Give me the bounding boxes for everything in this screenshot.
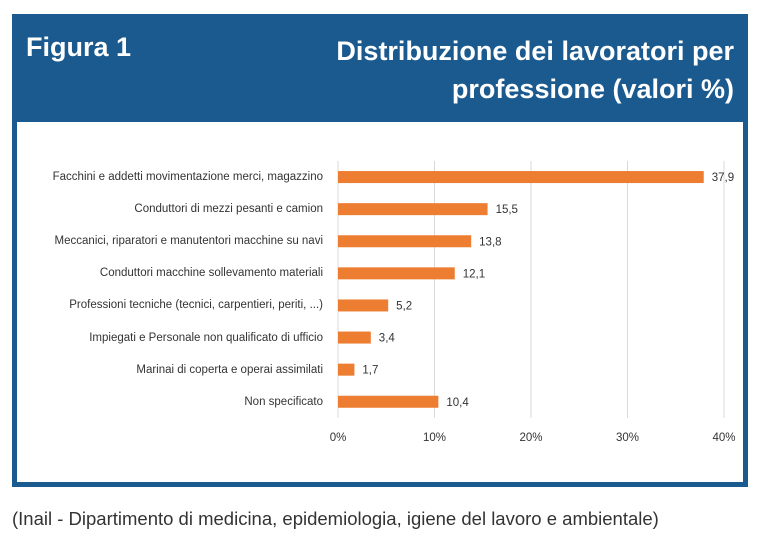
value-label: 3,4 [379,333,396,345]
source: (Inail - Dipartimento di medicina, epide… [12,508,659,529]
bar [338,331,371,344]
value-label: 13,8 [479,236,501,248]
value-label: 5,2 [396,300,412,312]
bar [338,203,488,216]
bar [338,395,439,408]
bar [338,267,455,280]
value-label: 1,7 [362,365,378,377]
category-label: Non specificato [244,395,323,408]
category-label: Facchini e addetti movimentazione merci,… [52,171,323,184]
bar [338,299,389,312]
value-label: 10,4 [446,397,469,409]
x-tick-label: 40% [712,432,735,444]
figure-label: Figura 1 [26,32,132,62]
bar [338,363,355,376]
value-label: 15,5 [496,204,518,216]
category-label: Conduttori di mezzi pesanti e camion [134,203,323,216]
x-tick-label: 30% [616,432,639,444]
value-label: 12,1 [463,268,485,280]
category-label: Meccanici, riparatori e manutentori macc… [54,235,323,248]
x-tick-label: 10% [423,432,446,444]
category-label: Marinai di coperta e operai assimilati [136,363,323,376]
x-tick-label: 20% [519,432,542,444]
bar [338,171,704,184]
category-label: Impiegati e Personale non qualificato di… [89,331,323,344]
category-label: Professioni tecniche (tecnici, carpentie… [69,299,323,312]
value-label: 37,9 [712,172,734,184]
category-label: Conduttori macchine sollevamento materia… [99,267,323,280]
bar [338,235,472,248]
x-tick-label: 0% [330,432,347,444]
chart-title: Distribuzione dei lavoratori per profess… [336,36,734,104]
